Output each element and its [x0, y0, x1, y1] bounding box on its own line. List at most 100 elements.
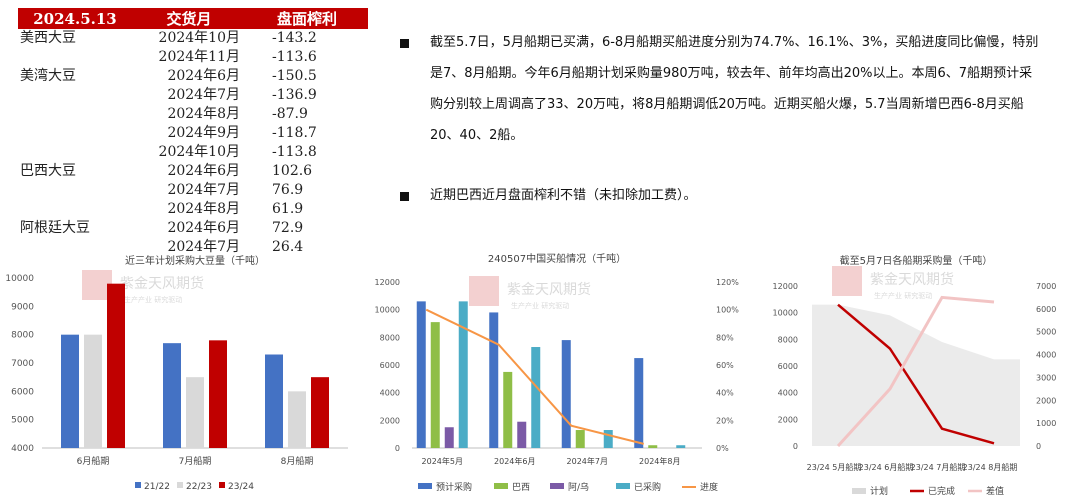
- y-tick-label: 2000: [778, 415, 798, 424]
- line-已完成: [837, 303, 995, 445]
- y-tick-label: 10000: [375, 306, 400, 315]
- watermark-seal-icon: [469, 276, 499, 306]
- margin-cell: -113.8: [272, 144, 317, 160]
- y-tick-label: 10000: [5, 274, 34, 284]
- bar-21/22: [163, 343, 181, 448]
- legend-label: 阿/乌: [568, 481, 589, 493]
- bar-阿/乌: [444, 427, 454, 448]
- chart-title: 240507中国买船情况（千吨）: [488, 252, 626, 265]
- area-计划: [812, 304, 1020, 446]
- line-进度: [425, 308, 644, 445]
- origin-cell: 巴西大豆: [20, 163, 76, 179]
- y2-tick-label: 0: [1036, 442, 1041, 451]
- bar-已采购: [603, 430, 613, 448]
- legend-label: 23/24: [228, 482, 254, 492]
- y-tick-label: 4000: [778, 389, 798, 398]
- legend-swatch: [616, 483, 630, 489]
- bar-巴西: [430, 322, 440, 448]
- y2-tick-label: 2000: [1036, 396, 1056, 405]
- y2-tick-label: 120%: [716, 278, 739, 287]
- bullet-text: 截至5.7日，5月船期已买满，6-8月船期买船进度分别为74.7%、16.1%、…: [430, 35, 1039, 143]
- table-header-0: 2024.5.13: [18, 8, 132, 29]
- margin-cell: 102.6: [272, 163, 313, 179]
- y-tick-label: 12000: [375, 278, 400, 287]
- table-row: 2024年7月 76.9: [18, 181, 368, 200]
- y-tick-label: 6000: [778, 362, 798, 371]
- origin-cell: [18, 143, 132, 162]
- delivery-month-cell: 2024年7月: [167, 239, 240, 255]
- legend-label: 预计采购: [436, 481, 472, 493]
- table-row: 阿根廷大豆 2024年6月 72.9: [18, 219, 368, 238]
- y-tick-label: 9000: [11, 302, 34, 312]
- y2-tick-label: 20%: [716, 416, 734, 425]
- legend-label: 21/22: [144, 482, 170, 492]
- chart-purchase-by-shipment: 截至5月7日各船期采购量（千吨）020004000600080001000012…: [773, 254, 1057, 497]
- y2-tick-label: 1000: [1036, 419, 1056, 428]
- legend-swatch: [177, 482, 183, 488]
- y-tick-label: 4000: [11, 444, 34, 454]
- table-row: 2024年9月 -118.7: [18, 124, 368, 143]
- bar-21/22: [61, 334, 79, 448]
- legend-label: 差值: [986, 485, 1004, 497]
- y-tick-label: 0: [395, 444, 400, 453]
- x-tick-label: 6月船期: [77, 455, 110, 467]
- watermark-brand: 紫金天风期货: [120, 275, 204, 292]
- y-tick-label: 10000: [773, 309, 798, 318]
- origin-cell: 美西大豆: [20, 30, 76, 46]
- delivery-month-cell: 2024年10月: [158, 144, 240, 160]
- table-row: 2024年10月 -113.8: [18, 143, 368, 162]
- legend-label: 巴西: [512, 482, 530, 493]
- x-tick-label: 2024年7月: [567, 456, 608, 466]
- table-row: 巴西大豆 2024年6月 102.6: [18, 162, 368, 181]
- y-tick-label: 6000: [380, 361, 400, 370]
- chart-planned-purchase: 近三年计划采购大豆量（千吨） 4000 5000 6000 7000 8000 9000 10…: [5, 254, 348, 492]
- y2-tick-label: 60%: [716, 361, 734, 370]
- bar-已采购: [531, 347, 541, 448]
- margin-cell: 72.9: [272, 220, 304, 236]
- legend-label: 计划: [870, 485, 888, 497]
- bar-预计采购: [489, 312, 499, 448]
- bullet-square-icon: [400, 39, 409, 48]
- bar-巴西: [503, 371, 513, 448]
- table-header-2: 盘面榨利: [246, 8, 368, 29]
- bar-预计采购: [416, 301, 426, 448]
- table-row: 2024年7月 -136.9: [18, 86, 368, 105]
- y2-tick-label: 4000: [1036, 351, 1056, 360]
- bullet-purchase-progress: 截至5.7日，5月船期已买满，6-8月船期买船进度分别为74.7%、16.1%、…: [400, 27, 1040, 151]
- margin-cell: -113.6: [272, 49, 317, 65]
- origin-cell: [18, 181, 132, 200]
- margin-cell: -136.9: [272, 87, 317, 103]
- delivery-month-cell: 2024年11月: [158, 49, 240, 65]
- x-tick-label: 23/24 5月船期: [807, 462, 862, 472]
- legend-label: 进度: [700, 481, 718, 493]
- bar-阿/乌: [517, 421, 527, 448]
- origin-cell: 美湾大豆: [20, 68, 76, 84]
- bar-预计采购: [561, 340, 571, 448]
- bullet-square-icon: [400, 192, 409, 201]
- margin-cell: -150.5: [272, 68, 317, 84]
- line-差值: [836, 295, 995, 448]
- table-header-1: 交货月: [132, 8, 246, 29]
- bar-21/22: [265, 354, 283, 448]
- table-row: 2024年11月 -113.6: [18, 48, 368, 67]
- bullet-text: 近期巴西近月盘面榨利不错（未扣除加工费）。: [430, 188, 697, 203]
- table-body: 美西大豆 2024年10月 -143.2 2024年11月 -113.6 美湾大豆 2024…: [18, 29, 368, 257]
- table-row: 2024年8月 -87.9: [18, 105, 368, 124]
- bar-已采购: [458, 301, 468, 448]
- x-tick-label: 23/24 8月船期: [963, 462, 1018, 472]
- y-tick-label: 2000: [380, 416, 400, 425]
- delivery-month-cell: 2024年7月: [167, 87, 240, 103]
- delivery-month-cell: 2024年6月: [167, 220, 240, 236]
- margin-cell: 76.9: [272, 182, 304, 198]
- legend-swatch: [135, 482, 141, 488]
- origin-cell: [18, 105, 132, 124]
- y-tick-label: 6000: [11, 387, 34, 397]
- origin-cell: 阿根廷大豆: [20, 220, 90, 236]
- y-tick-label: 7000: [11, 359, 34, 369]
- legend-swatch: [494, 483, 508, 489]
- bullet-brazil-margin: 近期巴西近月盘面榨利不错（未扣除加工费）。: [400, 180, 1040, 211]
- legend-swatch: [550, 483, 564, 489]
- legend-label: 已完成: [928, 485, 955, 497]
